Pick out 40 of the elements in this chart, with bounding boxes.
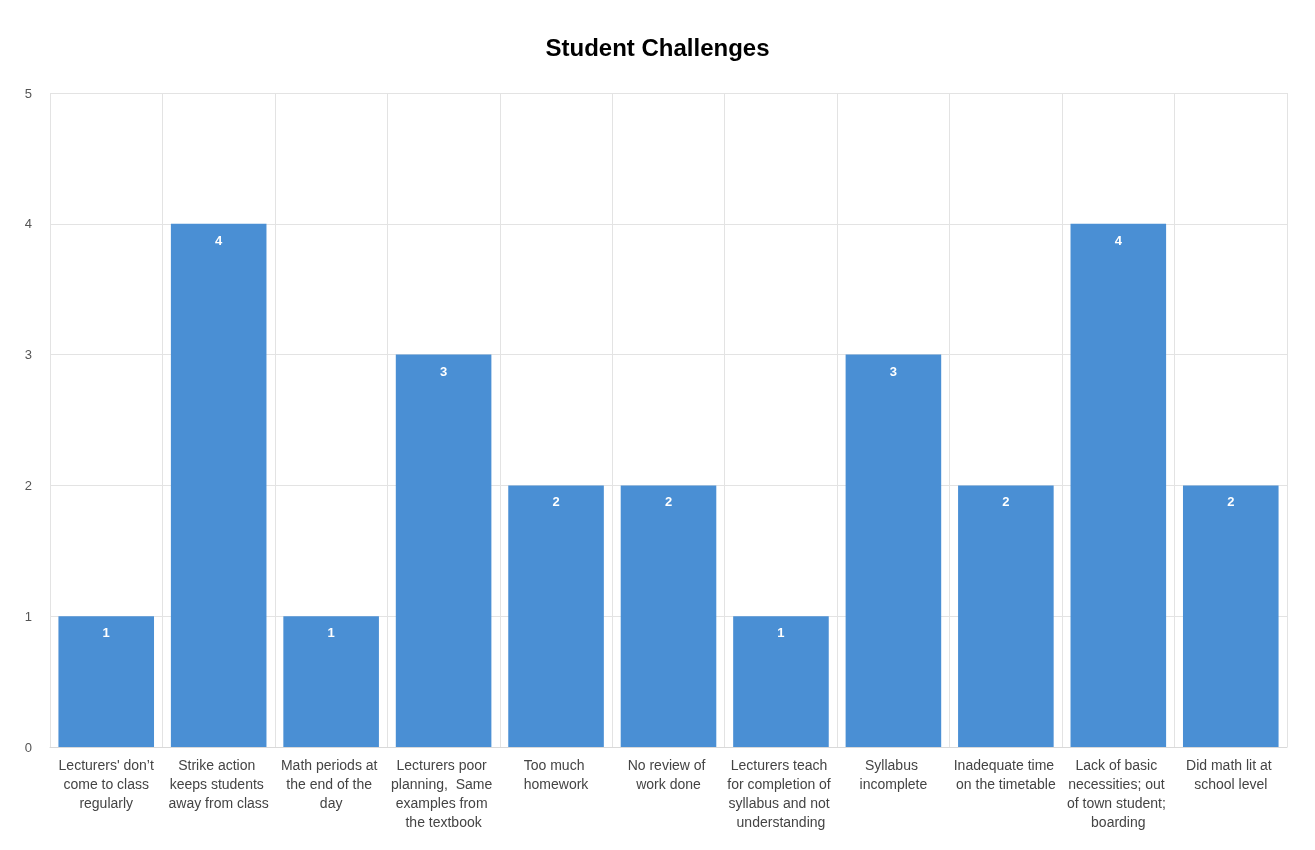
data-label: 1 xyxy=(102,625,110,641)
bar xyxy=(958,485,1054,747)
x-tick-label: Lecturers teach for completion of syllabus and not understanding xyxy=(727,756,835,830)
y-tick-label: 2 xyxy=(24,477,32,493)
data-label: 4 xyxy=(215,232,224,248)
x-tick-label: Inadequate time on the timetable xyxy=(953,756,1059,792)
bar xyxy=(620,485,717,747)
x-tick-label: Lecturers' don’t come to class regularly xyxy=(58,756,154,811)
x-tick-label: Lecturers poor planning, Same examples from the textbook xyxy=(391,756,497,830)
bar xyxy=(508,485,604,747)
data-label: 2 xyxy=(664,494,673,510)
bar xyxy=(1182,485,1279,747)
x-tick-label: No review of work done xyxy=(627,756,710,792)
bar xyxy=(58,616,155,747)
y-tick-label: 4 xyxy=(24,216,32,232)
data-label: 2 xyxy=(1002,494,1010,510)
data-label: 1 xyxy=(327,625,335,641)
data-label: 1 xyxy=(777,625,785,641)
bar xyxy=(395,354,492,747)
y-tick-label: 1 xyxy=(24,608,32,624)
y-tick-label: 3 xyxy=(24,347,32,363)
bar xyxy=(733,616,829,747)
data-label: 4 xyxy=(1114,232,1123,248)
bar xyxy=(170,223,267,747)
bar xyxy=(1070,223,1167,747)
x-tick-label: Lack of basic necessities; out of town student; boarding xyxy=(1066,756,1170,830)
data-label: 2 xyxy=(1227,494,1235,510)
y-tick-label: 0 xyxy=(24,739,32,755)
data-label: 3 xyxy=(889,363,898,379)
bar xyxy=(845,354,942,747)
bar xyxy=(283,616,379,747)
x-tick-label: Syllabus incomplete xyxy=(859,756,928,792)
data-label: 3 xyxy=(439,363,448,379)
chart-title: Student Challenges xyxy=(545,33,770,61)
x-tick-label: Too much homework xyxy=(523,756,590,792)
data-label: 2 xyxy=(552,494,560,510)
x-tick-label: Math periods at the end of the day xyxy=(280,756,382,811)
x-tick-label: Strike action keeps students away from class xyxy=(168,756,269,811)
x-tick-label: Did math lit at school level xyxy=(1186,756,1276,792)
y-tick-label: 5 xyxy=(24,85,32,101)
